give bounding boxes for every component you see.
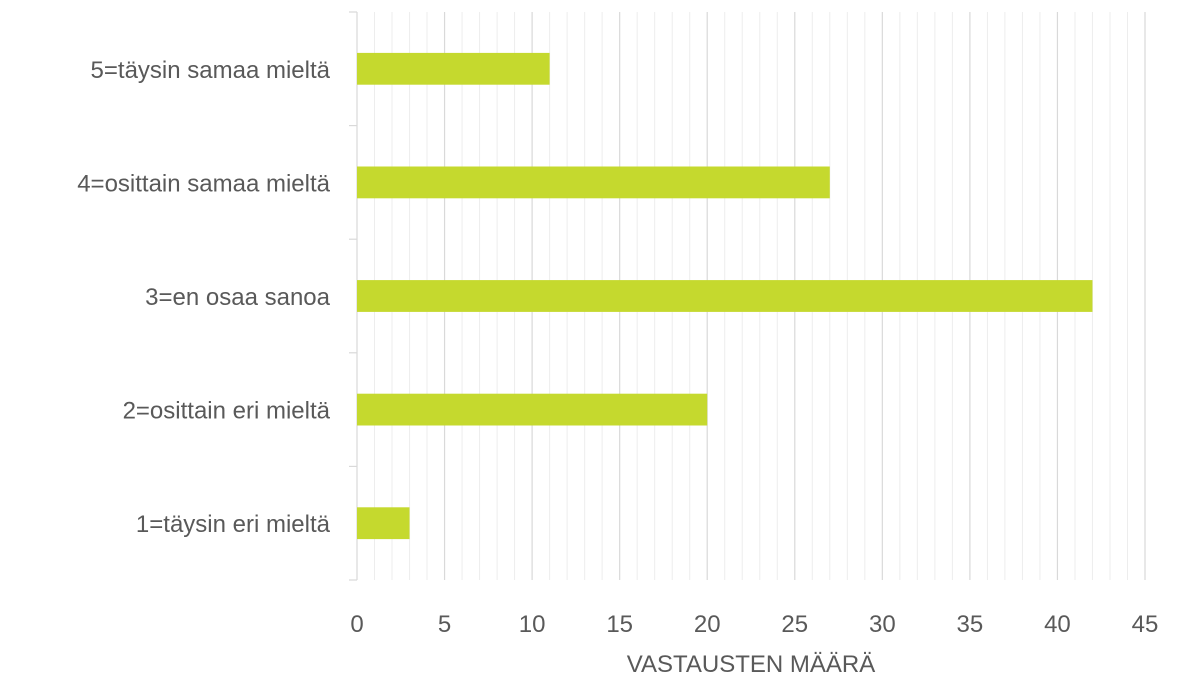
category-label: 5=täysin samaa mieltä: [91, 57, 331, 84]
x-axis-title: VASTAUSTEN MÄÄRÄ: [627, 651, 875, 678]
bar: [357, 166, 830, 199]
x-tick-label: 45: [1132, 611, 1159, 638]
x-tick-label: 35: [957, 611, 984, 638]
bar: [357, 280, 1093, 312]
bar: [357, 393, 708, 426]
category-label: 3=en osaa sanoa: [145, 284, 330, 311]
x-tick-labels: 0 5 10 15 20 25 30 35 40 45: [350, 611, 1158, 638]
x-tick-label: 0: [350, 611, 363, 638]
bar: [357, 507, 410, 540]
bar: [357, 52, 550, 85]
x-tick-label: 25: [781, 611, 808, 638]
x-tick-label: 10: [519, 611, 546, 638]
x-tick-label: 30: [869, 611, 896, 638]
bars: [357, 52, 1093, 540]
x-tick-label: 15: [606, 611, 633, 638]
x-tick-label: 5: [438, 611, 451, 638]
x-tick-label: 20: [694, 611, 721, 638]
axes: [349, 11, 358, 581]
x-tick-label: 40: [1044, 611, 1071, 638]
category-label: 2=osittain eri mieltä: [123, 398, 331, 425]
category-label: 4=osittain samaa mieltä: [77, 170, 330, 197]
category-labels: 5=täysin samaa mieltä 4=osittain samaa mi…: [77, 57, 330, 538]
category-label: 1=täysin eri mieltä: [136, 511, 331, 538]
